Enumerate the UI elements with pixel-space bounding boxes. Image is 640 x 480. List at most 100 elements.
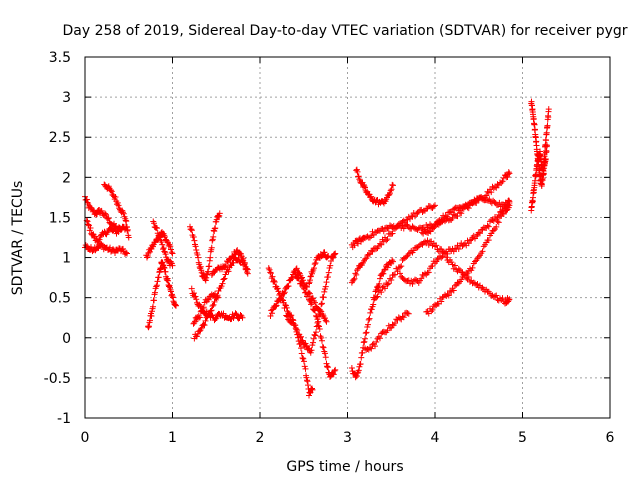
data-point (102, 210, 109, 217)
data-point (369, 248, 376, 255)
data-point (354, 168, 361, 175)
data-point (197, 302, 203, 309)
data-points (82, 98, 552, 399)
data-point (544, 142, 550, 149)
data-point (192, 243, 199, 250)
data-point (388, 276, 395, 283)
data-point (150, 303, 156, 310)
data-point (365, 316, 372, 323)
data-point (316, 325, 323, 332)
data-point (392, 271, 398, 278)
data-point (543, 137, 549, 144)
data-point (212, 225, 219, 232)
data-point (190, 233, 197, 240)
data-point (268, 270, 274, 277)
y-tick-label: 2.5 (49, 130, 71, 146)
data-point (155, 274, 162, 281)
data-point (207, 254, 214, 261)
data-point (361, 183, 368, 190)
x-tick-label: 6 (606, 430, 615, 446)
data-point (472, 198, 479, 205)
data-point (540, 170, 547, 177)
data-point (144, 253, 151, 260)
data-point (351, 275, 358, 282)
data-point (153, 282, 160, 289)
data-point (112, 194, 119, 201)
data-point (312, 332, 319, 339)
data-point (200, 304, 207, 311)
data-point (373, 197, 380, 204)
data-point (458, 210, 465, 217)
grid (85, 57, 610, 418)
data-point (271, 277, 277, 284)
data-point (374, 293, 381, 300)
data-point (358, 354, 365, 361)
data-point (300, 355, 307, 362)
data-point (433, 242, 440, 249)
data-point (444, 291, 451, 298)
data-point (381, 266, 388, 273)
data-point (168, 246, 174, 253)
data-point (385, 280, 392, 287)
data-point (194, 251, 201, 258)
plot-frame (84, 56, 611, 419)
data-point (273, 302, 280, 309)
data-point (315, 322, 322, 329)
y-axis-label: SDTVAR / TECUs (10, 181, 26, 296)
x-axis-label: GPS time / hours (286, 459, 403, 475)
data-point (241, 261, 247, 268)
data-point (125, 234, 132, 241)
data-point (124, 250, 130, 257)
data-point (196, 314, 203, 321)
data-point (432, 202, 438, 209)
data-point (445, 292, 452, 299)
y-tick-label: 0 (62, 331, 71, 347)
data-point (378, 241, 385, 248)
data-point (363, 329, 370, 336)
data-point (443, 254, 450, 261)
data-point (191, 319, 198, 326)
data-point (368, 345, 375, 352)
data-point (506, 170, 513, 177)
data-point (311, 261, 318, 268)
data-point (266, 266, 273, 273)
data-point (370, 301, 377, 308)
data-point (322, 354, 329, 361)
data-point (96, 236, 103, 243)
data-point (377, 240, 383, 247)
data-point (321, 249, 328, 256)
data-point (359, 349, 366, 356)
data-point (387, 190, 393, 197)
data-point (409, 280, 416, 287)
data-point (472, 258, 478, 265)
data-point (151, 297, 157, 304)
data-point (269, 273, 276, 280)
data-point (362, 184, 368, 191)
chart-title: Day 258 of 2019, Sidereal Day-to-day VTE… (62, 23, 627, 39)
data-point (322, 283, 329, 290)
data-point (212, 290, 218, 297)
data-point (120, 210, 127, 217)
data-point (267, 313, 274, 320)
data-point (103, 211, 109, 218)
data-point (296, 275, 302, 282)
data-point (325, 252, 332, 259)
data-point (399, 313, 406, 320)
data-point (200, 321, 207, 328)
data-point (216, 210, 223, 217)
data-point (404, 310, 411, 317)
data-point (388, 186, 395, 193)
data-point (430, 203, 437, 210)
data-point (488, 189, 495, 196)
data-point (365, 251, 372, 258)
data-point (85, 221, 92, 228)
data-point (320, 344, 327, 351)
data-point (213, 315, 220, 322)
data-point (274, 285, 281, 292)
data-point (323, 318, 330, 325)
data-point (489, 217, 496, 224)
data-point (425, 269, 432, 276)
data-point (322, 317, 329, 324)
data-point (387, 187, 394, 194)
data-point (293, 326, 300, 333)
